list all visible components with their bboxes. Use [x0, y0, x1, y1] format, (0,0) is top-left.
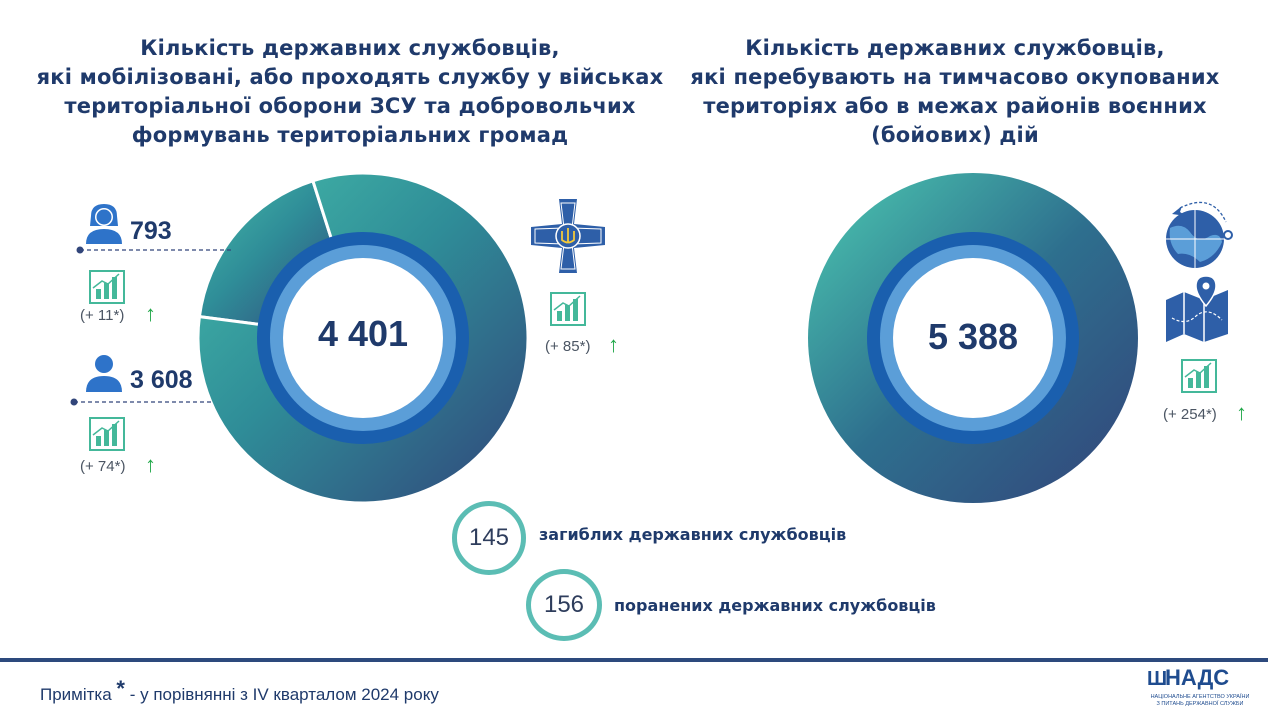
- men-change: (+ 74*): [80, 458, 126, 475]
- logo-subtitle-line-1: НАЦІОНАЛЬНЕ АГЕНТСТВО УКРАЇНИ: [1150, 694, 1250, 700]
- left-total-change: (+ 85*): [545, 338, 591, 355]
- killed-count: 145: [468, 524, 510, 551]
- map-icon: [1166, 275, 1228, 342]
- men-count: 3 608: [130, 366, 193, 394]
- footer-divider: [0, 658, 1268, 662]
- armed-forces-cross-icon: [531, 199, 605, 273]
- growth-chart-icon-men: [89, 417, 125, 451]
- left-donut-chart: [196, 171, 530, 505]
- footnote-prefix: Примітка: [40, 685, 112, 704]
- man-icon: [86, 355, 122, 392]
- right-chart-title: Кількість державних службовців, які пере…: [640, 34, 1268, 150]
- left-total-value: 4 401: [317, 313, 409, 354]
- left-title-line-3: територіальної оборони ЗСУ та добровольч…: [64, 94, 636, 118]
- right-title-line-4: (бойових) дій: [871, 123, 1039, 147]
- right-total-value: 5 388: [927, 316, 1019, 357]
- growth-chart-icon-left-total: [550, 292, 586, 326]
- right-total-up-arrow: ↑: [1236, 400, 1247, 425]
- right-title-line-2: які перебувають на тимчасово окупованих: [690, 65, 1220, 89]
- logo-subtitle-line-2: З ПИТАНЬ ДЕРЖАВНОЇ СЛУЖБИ: [1156, 700, 1244, 707]
- women-change: (+ 11*): [80, 307, 125, 324]
- men-up-arrow: ↑: [145, 452, 156, 477]
- right-title-line-1: Кількість державних службовців,: [745, 36, 1165, 60]
- right-title-line-3: територіях або в межах районів воєнних: [703, 94, 1207, 118]
- wounded-count: 156: [543, 591, 585, 618]
- nads-logo: Ш НАДС НАЦІОНАЛЬНЕ АГЕНТСТВО УКРАЇНИ З П…: [1145, 665, 1255, 713]
- logo-text: НАДС: [1165, 665, 1230, 690]
- wounded-label: поранених державних службовців: [614, 596, 936, 615]
- growth-chart-icon-women: [89, 270, 125, 304]
- women-up-arrow: ↑: [145, 301, 156, 326]
- left-title-line-1: Кількість державних службовців,: [140, 36, 560, 60]
- footnote-star: *: [116, 676, 125, 701]
- women-leader-dot: [76, 246, 84, 254]
- footnote-text: - у порівнянні з IV кварталом 2024 року: [129, 685, 439, 704]
- men-leader-dot: [70, 398, 78, 406]
- left-total-up-arrow: ↑: [608, 332, 619, 357]
- killed-label: загиблих державних службовців: [539, 525, 847, 544]
- right-center-disc: [893, 258, 1053, 418]
- right-total-change: (+ 254*): [1163, 406, 1217, 423]
- women-count: 793: [130, 217, 172, 245]
- wounded-count-circle: 156: [526, 569, 602, 641]
- left-title-line-4: формувань територіальних громад: [131, 123, 569, 147]
- killed-count-circle: 145: [452, 501, 526, 575]
- logo-subtitle: НАЦІОНАЛЬНЕ АГЕНТСТВО УКРАЇНИ З ПИТАНЬ Д…: [1145, 694, 1255, 707]
- left-chart-title: Кількість державних службовців, які мобі…: [20, 34, 680, 150]
- left-center-disc: [283, 258, 443, 418]
- growth-chart-icon-right-total: [1181, 359, 1217, 393]
- left-title-line-2: які мобілізовані, або проходять службу у…: [36, 65, 664, 89]
- trident-icon: Ш: [1147, 668, 1168, 690]
- right-donut-chart: [808, 173, 1138, 503]
- footnote: Примітка * - у порівнянні з IV кварталом…: [40, 676, 439, 706]
- globe-plane-icon: [1166, 201, 1233, 268]
- woman-icon: [86, 204, 122, 244]
